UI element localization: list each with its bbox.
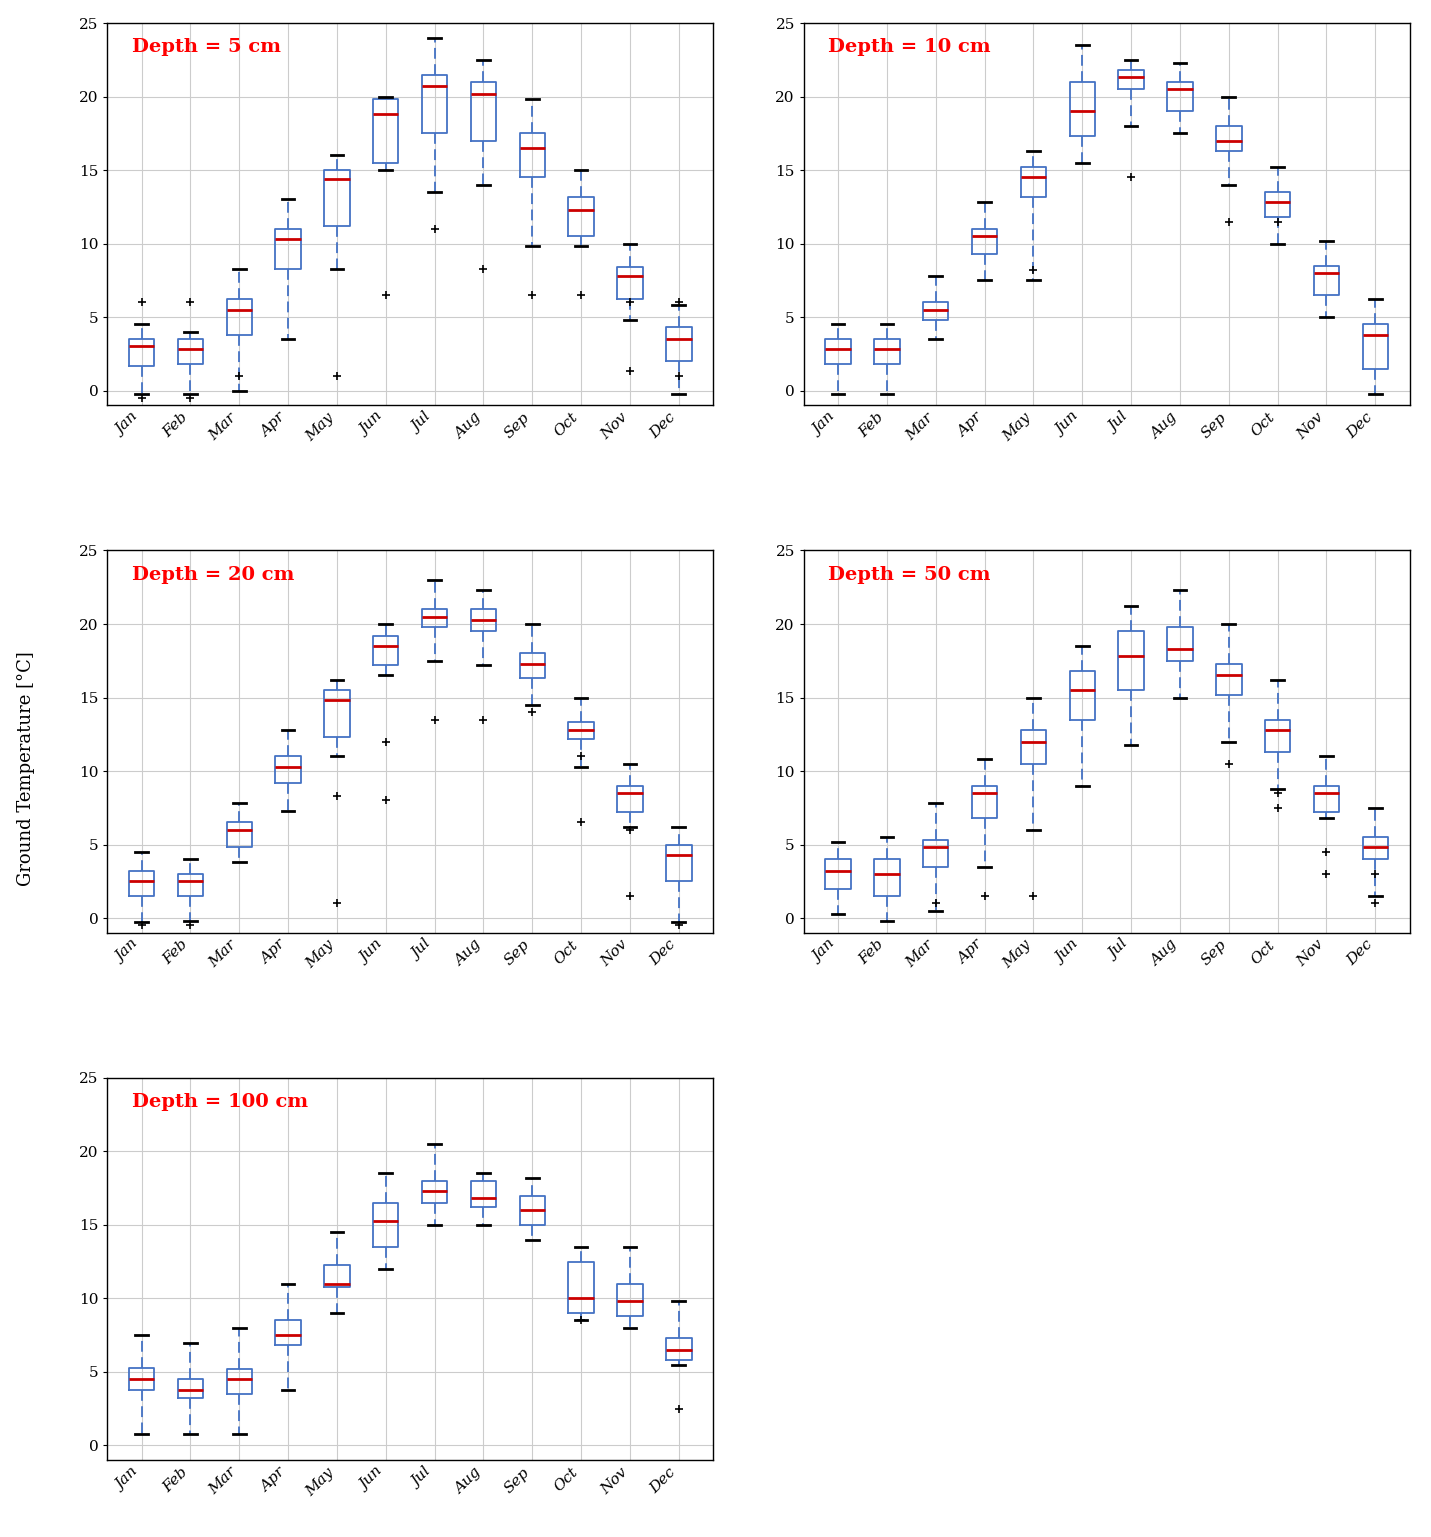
Text: Depth = 10 cm: Depth = 10 cm — [829, 38, 990, 57]
Text: Depth = 100 cm: Depth = 100 cm — [132, 1093, 308, 1111]
Text: Depth = 5 cm: Depth = 5 cm — [132, 38, 280, 57]
Text: Depth = 20 cm: Depth = 20 cm — [132, 566, 293, 584]
Text: Ground Temperature [°C]: Ground Temperature [°C] — [17, 652, 34, 885]
Text: Depth = 50 cm: Depth = 50 cm — [829, 566, 990, 584]
